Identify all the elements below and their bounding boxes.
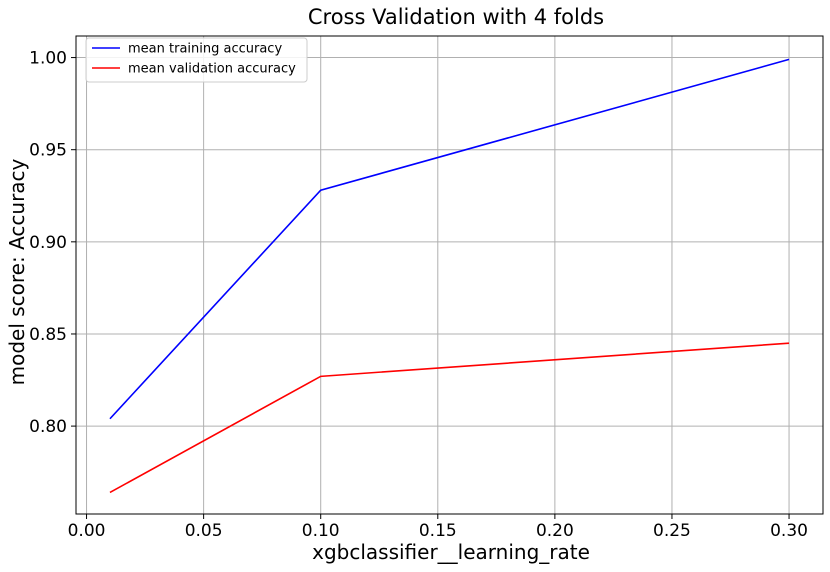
legend: mean training accuracy mean validation ac… [85, 37, 308, 83]
x-tick-label: 0.05 [185, 521, 223, 541]
chart-title: Cross Validation with 4 folds [308, 5, 604, 29]
x-axis-label: xgbclassifier__learning_rate [312, 540, 590, 564]
plot-frame [75, 35, 824, 515]
series-line-mean-validation-accuracy [109, 342, 790, 494]
x-axis: 0.00 0.05 0.10 0.15 0.20 0.25 0.30 [68, 514, 808, 541]
y-tick-label: 0.80 [29, 417, 67, 437]
series-layer [109, 58, 790, 494]
y-tick-label: 0.90 [29, 233, 67, 253]
series-line-mean-training-accuracy [109, 58, 790, 420]
y-tick-label: 0.95 [29, 141, 67, 161]
x-tick-label: 0.30 [770, 521, 808, 541]
x-tick-label: 0.20 [536, 521, 574, 541]
x-tick-label: 0.25 [653, 521, 691, 541]
legend-box [85, 37, 308, 83]
y-axis-label: model score: Accuracy [5, 158, 29, 385]
y-tick-label: 0.85 [29, 325, 67, 345]
y-tick-label: 1.00 [29, 49, 67, 69]
x-tick-label: 0.10 [302, 521, 340, 541]
x-tick-label: 0.15 [419, 521, 457, 541]
legend-label: mean validation accuracy [128, 62, 296, 77]
x-tick-label: 0.00 [68, 521, 106, 541]
y-axis: 0.80 0.85 0.90 0.95 1.00 [29, 49, 76, 437]
legend-label: mean training accuracy [128, 42, 282, 57]
